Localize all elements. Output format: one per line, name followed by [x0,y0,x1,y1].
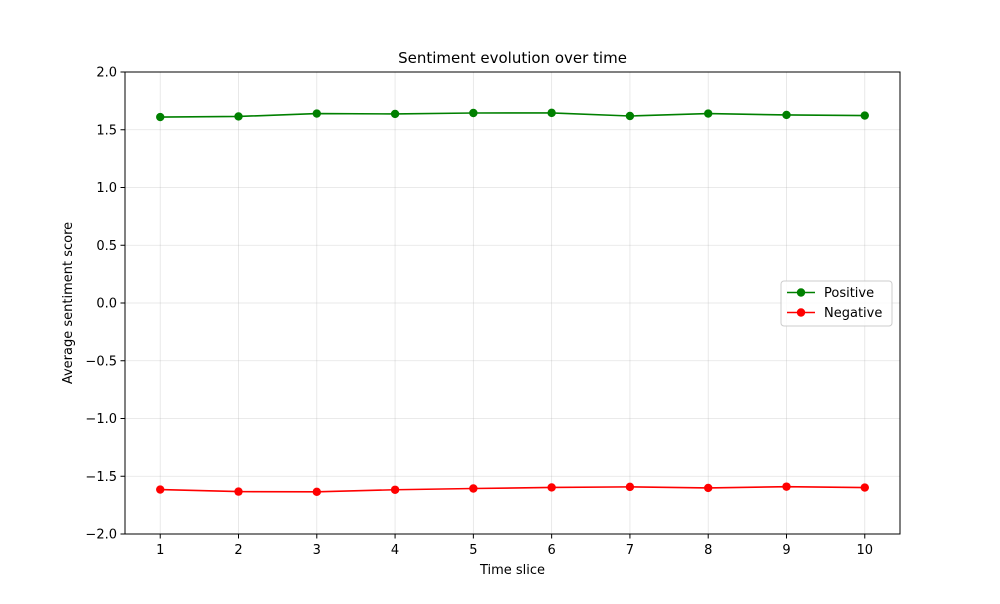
data-point-positive [860,111,869,120]
series-layer [156,108,869,497]
data-point-positive [704,109,713,118]
x-tick-label: 8 [704,543,712,558]
axis-ticks: 1 2 3 4 5 6 7 8 9 10 −2.0 −1.5 −1.0 −0.5 0.0 0.5 1.0 1.5 2… [85,66,873,559]
x-tick-label: 7 [626,543,634,558]
y-tick-label: −1.0 [85,412,117,427]
legend: Positive Negative [780,280,893,327]
y-tick-label: 1.0 [96,181,117,196]
y-tick-label: 0.5 [96,239,117,254]
x-tick-label: 2 [234,543,242,558]
x-axis-label: Time slice [479,563,545,578]
data-point-positive [390,109,400,119]
data-point-positive [625,111,635,121]
data-point-positive [156,112,165,122]
y-tick-label: −0.5 [85,354,117,369]
data-point-negative [782,482,791,491]
legend-marker-dot-positive [796,288,806,297]
y-tick-label: 2.0 [96,66,117,81]
data-point-negative [469,484,478,493]
data-point-negative [625,482,635,492]
data-point-negative [860,483,869,492]
data-point-negative [156,485,165,494]
x-tick-label: 4 [391,543,399,558]
y-tick-label: 0.0 [96,297,117,312]
data-point-negative [704,483,713,493]
x-tick-label: 10 [856,543,873,558]
data-point-positive [782,110,791,120]
x-tick-label: 5 [469,543,477,558]
y-tick-label: −2.0 [85,528,117,543]
data-point-negative [390,485,400,494]
series-line-negative [159,485,866,493]
x-tick-label: 6 [548,543,556,558]
legend-label-positive: Positive [824,286,874,301]
data-point-positive [547,108,556,118]
y-axis-label: Average sentiment score [61,222,76,384]
data-point-negative [234,487,243,496]
legend-label-negative: Negative [824,306,882,321]
data-point-positive [234,112,243,121]
data-point-negative [312,487,321,497]
data-point-positive [312,109,321,118]
x-tick-label: 3 [313,543,321,558]
y-tick-label: −1.5 [85,470,117,485]
y-tick-label: 1.5 [96,123,117,138]
series-line-positive [159,112,866,118]
chart-title: Sentiment evolution over time [398,49,627,67]
legend-marker-dot-negative [796,308,806,317]
x-tick-label: 1 [156,543,164,558]
x-tick-label: 9 [782,543,790,558]
data-point-positive [469,108,478,118]
data-point-negative [547,483,556,492]
